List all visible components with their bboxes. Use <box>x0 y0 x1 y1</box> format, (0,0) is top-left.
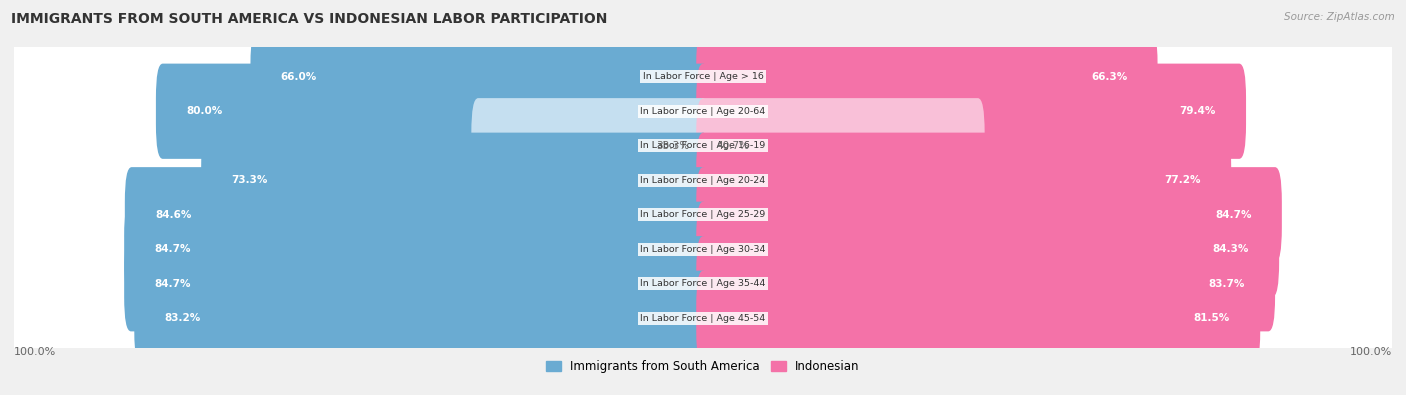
Legend: Immigrants from South America, Indonesian: Immigrants from South America, Indonesia… <box>541 355 865 378</box>
FancyBboxPatch shape <box>13 20 1393 134</box>
Text: 81.5%: 81.5% <box>1194 313 1230 323</box>
FancyBboxPatch shape <box>471 98 710 194</box>
Text: 100.0%: 100.0% <box>14 346 56 357</box>
FancyBboxPatch shape <box>13 124 1393 237</box>
Text: 73.3%: 73.3% <box>232 175 269 185</box>
FancyBboxPatch shape <box>696 29 1157 124</box>
Text: In Labor Force | Age 20-64: In Labor Force | Age 20-64 <box>640 107 766 116</box>
Text: 83.7%: 83.7% <box>1208 279 1244 289</box>
Text: Source: ZipAtlas.com: Source: ZipAtlas.com <box>1284 12 1395 22</box>
Text: 80.0%: 80.0% <box>186 106 222 116</box>
Text: In Labor Force | Age 16-19: In Labor Force | Age 16-19 <box>640 141 766 150</box>
Text: 79.4%: 79.4% <box>1180 106 1216 116</box>
FancyBboxPatch shape <box>124 201 710 297</box>
Text: 84.3%: 84.3% <box>1212 244 1249 254</box>
FancyBboxPatch shape <box>156 64 710 159</box>
FancyBboxPatch shape <box>13 193 1393 306</box>
Text: In Labor Force | Age 35-44: In Labor Force | Age 35-44 <box>640 279 766 288</box>
FancyBboxPatch shape <box>124 236 710 331</box>
FancyBboxPatch shape <box>696 236 1275 331</box>
Text: In Labor Force | Age > 16: In Labor Force | Age > 16 <box>643 72 763 81</box>
Text: 33.3%: 33.3% <box>657 141 689 151</box>
FancyBboxPatch shape <box>13 55 1393 168</box>
Text: 84.7%: 84.7% <box>155 244 191 254</box>
FancyBboxPatch shape <box>696 201 1279 297</box>
Text: 83.2%: 83.2% <box>165 313 201 323</box>
FancyBboxPatch shape <box>13 89 1393 202</box>
FancyBboxPatch shape <box>135 271 710 366</box>
Text: 84.7%: 84.7% <box>1215 210 1251 220</box>
FancyBboxPatch shape <box>696 64 1246 159</box>
FancyBboxPatch shape <box>125 167 710 262</box>
Text: 100.0%: 100.0% <box>1350 346 1392 357</box>
FancyBboxPatch shape <box>13 158 1393 271</box>
Text: 40.7%: 40.7% <box>717 141 749 151</box>
Text: 66.0%: 66.0% <box>281 72 318 82</box>
Text: In Labor Force | Age 25-29: In Labor Force | Age 25-29 <box>640 210 766 219</box>
FancyBboxPatch shape <box>696 271 1260 366</box>
Text: 77.2%: 77.2% <box>1164 175 1201 185</box>
FancyBboxPatch shape <box>201 133 710 228</box>
FancyBboxPatch shape <box>250 29 710 124</box>
FancyBboxPatch shape <box>13 261 1393 375</box>
Text: IMMIGRANTS FROM SOUTH AMERICA VS INDONESIAN LABOR PARTICIPATION: IMMIGRANTS FROM SOUTH AMERICA VS INDONES… <box>11 12 607 26</box>
Text: In Labor Force | Age 20-24: In Labor Force | Age 20-24 <box>640 176 766 185</box>
Text: 66.3%: 66.3% <box>1091 72 1128 82</box>
Text: In Labor Force | Age 30-34: In Labor Force | Age 30-34 <box>640 245 766 254</box>
FancyBboxPatch shape <box>696 167 1282 262</box>
FancyBboxPatch shape <box>696 98 984 194</box>
Text: In Labor Force | Age 45-54: In Labor Force | Age 45-54 <box>640 314 766 323</box>
FancyBboxPatch shape <box>13 227 1393 340</box>
Text: 84.7%: 84.7% <box>155 279 191 289</box>
FancyBboxPatch shape <box>696 133 1232 228</box>
Text: 84.6%: 84.6% <box>155 210 191 220</box>
